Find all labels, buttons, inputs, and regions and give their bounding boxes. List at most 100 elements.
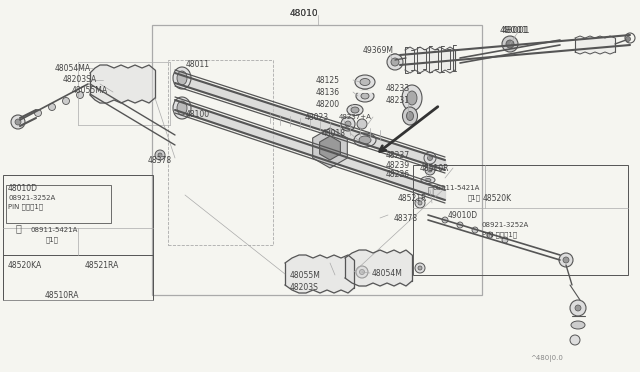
Ellipse shape (351, 107, 359, 113)
Ellipse shape (347, 105, 363, 115)
Text: 08921-3252A: 08921-3252A (482, 222, 529, 228)
Circle shape (15, 119, 21, 125)
Text: 48378: 48378 (148, 155, 172, 164)
Circle shape (472, 227, 478, 233)
Circle shape (77, 92, 83, 99)
Text: 48010D: 48010D (8, 183, 38, 192)
Circle shape (415, 263, 425, 273)
Circle shape (387, 54, 403, 70)
Bar (168, 60, 273, 245)
Text: 48055M: 48055M (290, 270, 321, 279)
Circle shape (418, 266, 422, 270)
Text: 48054M: 48054M (372, 269, 403, 278)
Circle shape (442, 217, 448, 223)
Text: 49369M: 49369M (363, 45, 394, 55)
Ellipse shape (177, 101, 187, 115)
Bar (6, 185, 111, 223)
Text: 48378: 48378 (394, 214, 418, 222)
Circle shape (158, 153, 162, 157)
Circle shape (341, 117, 355, 131)
Circle shape (506, 40, 514, 48)
Text: 48521R: 48521R (398, 193, 428, 202)
Circle shape (49, 103, 56, 110)
Bar (3, 175, 153, 300)
Text: 48054MA: 48054MA (55, 64, 91, 73)
Text: 48010: 48010 (290, 9, 319, 17)
Ellipse shape (177, 71, 187, 85)
Text: 48510RA: 48510RA (45, 291, 79, 299)
Text: Ⓝ: Ⓝ (15, 223, 21, 233)
Text: 48231: 48231 (386, 96, 410, 105)
Polygon shape (319, 136, 340, 160)
Text: （1）: （1） (468, 195, 481, 201)
Ellipse shape (354, 133, 376, 147)
Circle shape (575, 305, 581, 311)
Circle shape (345, 121, 351, 127)
Text: 48520KA: 48520KA (8, 260, 42, 269)
Circle shape (418, 201, 422, 205)
Circle shape (625, 36, 630, 42)
Circle shape (502, 36, 518, 52)
Ellipse shape (173, 97, 191, 119)
Ellipse shape (356, 90, 374, 102)
Text: 48125: 48125 (316, 76, 340, 84)
Circle shape (487, 232, 493, 238)
Circle shape (424, 152, 436, 164)
Text: 48520K: 48520K (483, 193, 512, 202)
Text: 48011: 48011 (186, 60, 210, 68)
Circle shape (390, 57, 396, 63)
Circle shape (428, 168, 432, 172)
Text: ^480|0.0: ^480|0.0 (530, 355, 563, 362)
Circle shape (356, 266, 368, 278)
Circle shape (391, 58, 399, 66)
Text: 48136: 48136 (316, 87, 340, 96)
Circle shape (35, 109, 42, 116)
Text: 48203SA: 48203SA (63, 74, 97, 83)
Text: 48237: 48237 (386, 151, 410, 160)
Ellipse shape (407, 91, 417, 105)
Bar (3, 255, 153, 300)
Circle shape (425, 165, 435, 175)
Text: 48055MA: 48055MA (72, 86, 108, 94)
Text: PIN ピン（1）: PIN ピン（1） (8, 204, 43, 210)
Text: PIN ピン（1）: PIN ピン（1） (482, 232, 517, 238)
Text: 08911-5421A: 08911-5421A (30, 227, 77, 233)
Circle shape (559, 253, 573, 267)
Text: 48236: 48236 (386, 170, 410, 179)
Text: Ⓝ: Ⓝ (427, 185, 433, 195)
Circle shape (63, 97, 70, 105)
Ellipse shape (173, 67, 191, 89)
Text: 08921-3252A: 08921-3252A (8, 195, 55, 201)
Bar (413, 165, 628, 275)
Circle shape (360, 269, 365, 275)
Circle shape (11, 115, 25, 129)
Circle shape (570, 300, 586, 316)
Ellipse shape (360, 78, 370, 86)
Circle shape (457, 222, 463, 228)
Text: 49010D: 49010D (448, 211, 478, 219)
Circle shape (155, 150, 165, 160)
Ellipse shape (403, 107, 417, 125)
Ellipse shape (425, 179, 431, 182)
Ellipse shape (402, 85, 422, 111)
Text: 48521RA: 48521RA (85, 260, 120, 269)
Text: 48233: 48233 (386, 83, 410, 93)
Text: 48001: 48001 (500, 26, 529, 35)
Text: 48100: 48100 (186, 109, 210, 119)
Ellipse shape (359, 136, 371, 144)
Ellipse shape (406, 112, 413, 121)
Ellipse shape (421, 176, 435, 183)
Text: （1）: （1） (46, 237, 59, 243)
Circle shape (570, 335, 580, 345)
Circle shape (357, 119, 367, 129)
Text: 48200: 48200 (316, 99, 340, 109)
Text: 48510R: 48510R (420, 164, 449, 173)
Circle shape (563, 257, 569, 263)
Text: 48237+A: 48237+A (339, 114, 372, 120)
Circle shape (428, 155, 433, 160)
Text: 48010: 48010 (290, 9, 319, 17)
Ellipse shape (361, 93, 369, 99)
Text: 08911-5421A: 08911-5421A (433, 185, 481, 191)
Bar (152, 25, 482, 295)
Polygon shape (313, 128, 348, 168)
